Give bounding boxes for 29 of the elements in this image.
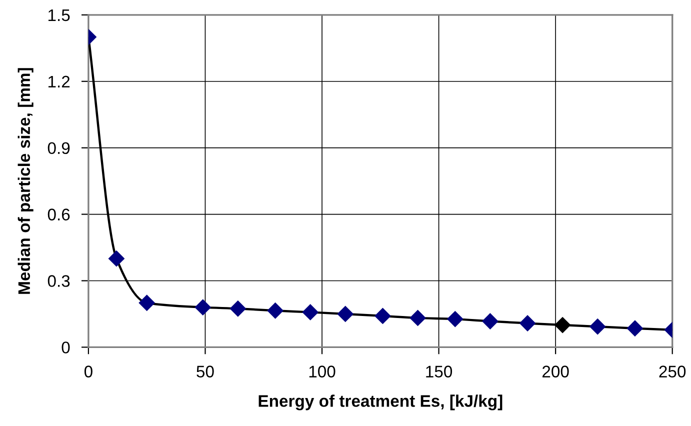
point [446,310,464,328]
point [267,302,284,319]
point [519,315,536,332]
x-tick-label: 150 [426,366,452,378]
point [108,250,125,267]
x-tick-label: 200 [542,366,569,378]
point [410,310,426,326]
y-tick-label: 0.9 [48,142,70,154]
point [374,308,391,324]
y-tick-label: 0.3 [48,275,70,287]
point [589,318,606,335]
y-tick-label: 1.5 [48,9,70,22]
x-axis-title: Energy of treatment Es, [kJ/kg] [258,394,502,410]
y-axis-title: Median of particle size, [mm] [18,68,34,294]
point [554,316,571,334]
x-tick-label: 0 [84,366,92,378]
point [194,299,212,316]
point [230,300,246,317]
x-tick-label: 250 [659,366,686,378]
point [138,294,156,312]
y-tick-label: 0.6 [48,208,70,220]
x-tick-label: 50 [196,366,214,378]
point [302,304,319,320]
y-tick-label: 0 [62,342,70,354]
point [482,313,498,330]
y-tick-label: 1.2 [48,76,70,88]
point [626,320,644,337]
x-tick-label: 100 [309,366,336,378]
point [337,306,354,322]
